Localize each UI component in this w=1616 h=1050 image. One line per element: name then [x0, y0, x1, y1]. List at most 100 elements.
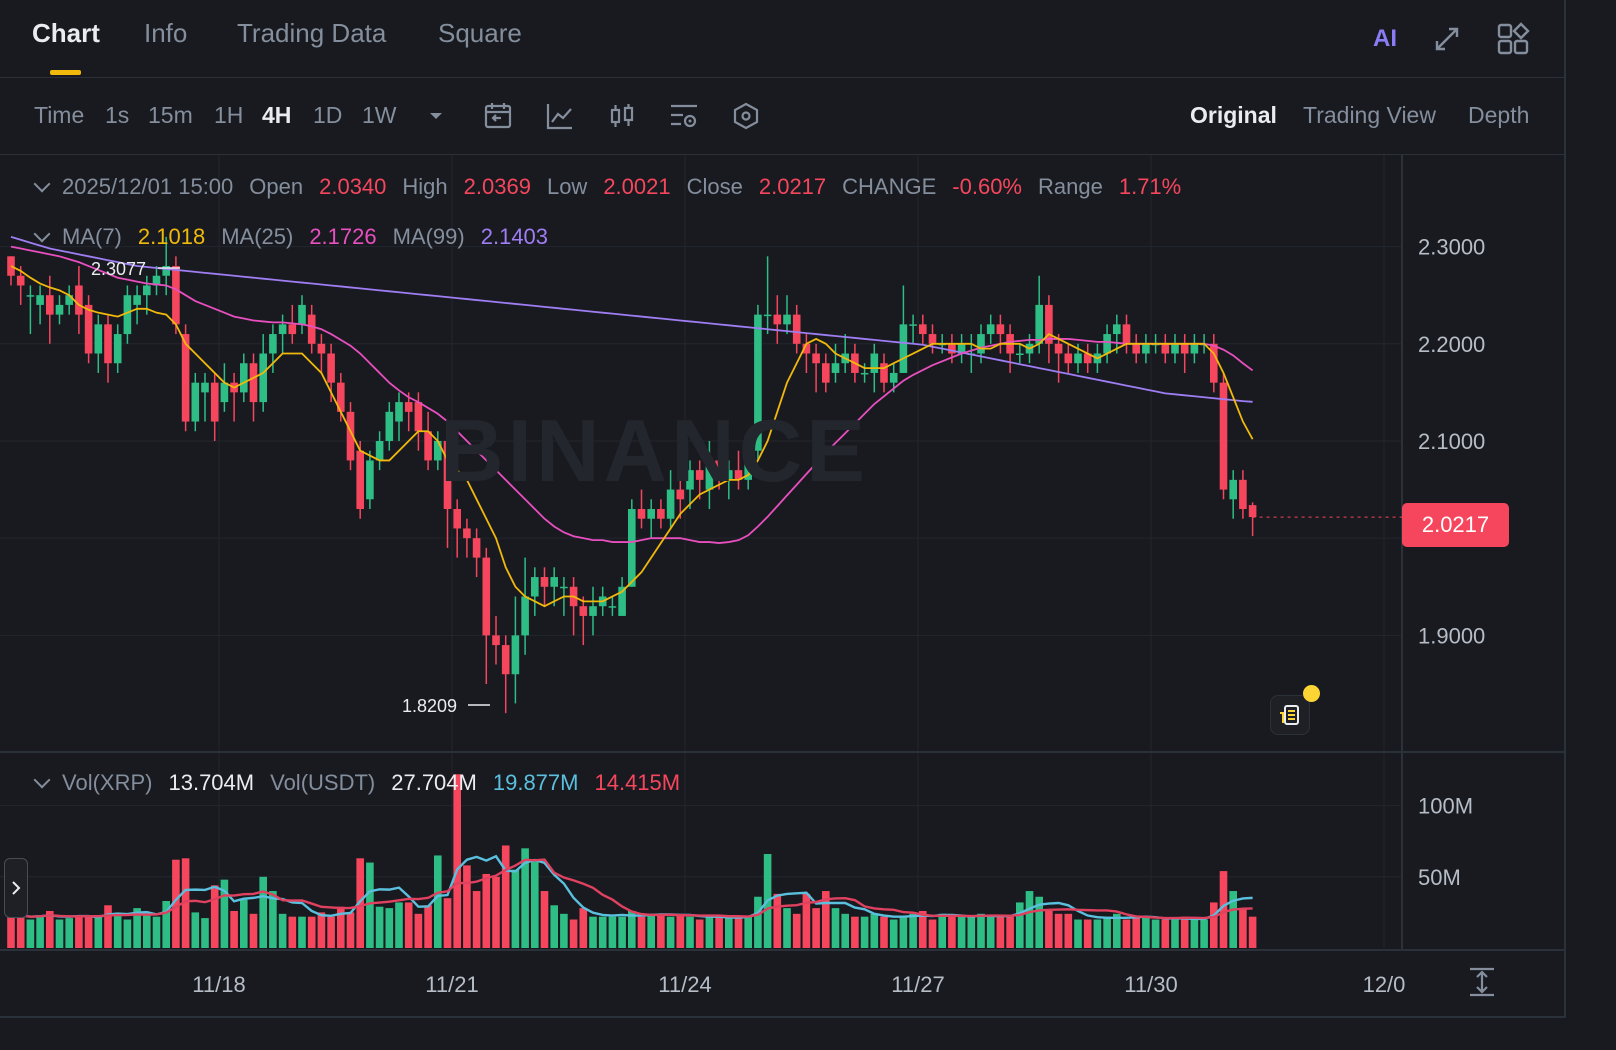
ai-icon[interactable]: AI — [1366, 20, 1404, 58]
collapse-chevron-icon[interactable] — [33, 175, 51, 193]
tab-trading-data[interactable]: Trading Data — [237, 18, 387, 48]
indicator-icon[interactable] — [542, 98, 578, 134]
volume-bar — [1151, 919, 1160, 948]
candlestick-chart[interactable]: 2.30002.20002.10002.00001.9000100M50M11/… — [0, 155, 1566, 1017]
volume-bar — [1103, 916, 1111, 948]
volume-bar — [385, 908, 394, 948]
volume-bar — [1064, 913, 1073, 948]
candle-body — [191, 382, 200, 422]
settings-icon[interactable] — [666, 98, 702, 134]
tab-square[interactable]: Square — [438, 18, 522, 48]
volume-bar — [346, 912, 355, 948]
volume-tick-label: 50M — [1418, 865, 1461, 890]
hexagon-icon[interactable] — [728, 98, 764, 134]
timeframe-15m[interactable]: 15m — [148, 102, 193, 128]
volume-bar — [337, 906, 345, 948]
ma-collapse-chevron-icon[interactable] — [33, 225, 51, 243]
candle-body — [977, 334, 985, 354]
view-depth[interactable]: Depth — [1468, 102, 1530, 128]
volume-bar — [754, 896, 762, 948]
notes-icon — [1280, 705, 1299, 725]
volume-bar — [899, 916, 908, 948]
close-value: 2.0217 — [758, 174, 827, 199]
volume-bar — [327, 916, 335, 948]
volume-bar — [841, 913, 849, 948]
vol-collapse-chevron-icon[interactable] — [33, 771, 51, 789]
chart-toolbar: Time 1s 15m 1H 4H 1D 1W — [0, 78, 1566, 155]
date-range-icon[interactable] — [480, 98, 516, 134]
volume-bar — [210, 885, 219, 948]
timeframe-1s[interactable]: 1s — [105, 102, 130, 128]
candle-body — [375, 440, 384, 461]
ma-info-row: MA(7) 2.1018 MA(25) 2.1726 MA(99) 2.1403 — [32, 224, 564, 250]
volume-bar — [414, 913, 423, 948]
candle-body — [317, 343, 326, 354]
tab-chart[interactable]: Chart — [32, 18, 100, 48]
volume-bar — [1113, 913, 1121, 948]
candle-body — [986, 324, 995, 335]
candle-body — [870, 353, 879, 373]
tab-info[interactable]: Info — [144, 18, 188, 48]
candle-body — [560, 586, 568, 589]
volume-bar — [1122, 919, 1131, 948]
volume-bar — [919, 910, 927, 948]
timeframe-4h[interactable]: 4H — [262, 102, 292, 128]
candle-body — [1248, 505, 1257, 518]
volume-bar — [240, 899, 248, 948]
volume-bar — [822, 891, 830, 948]
timeframe-time[interactable]: Time — [34, 102, 85, 128]
volume-bar — [16, 916, 25, 948]
volume-bar — [143, 913, 151, 948]
volume-ma-line — [10, 854, 1253, 921]
grid-layout-icon[interactable] — [1494, 20, 1532, 58]
candle-body — [550, 577, 558, 587]
current-price-tag: 2.0217 — [1402, 503, 1509, 547]
candle-body — [909, 324, 917, 326]
candle-body — [240, 363, 248, 393]
view-trading-view[interactable]: Trading View — [1303, 102, 1436, 128]
candle-body — [298, 304, 306, 325]
candle-body — [996, 324, 1005, 335]
volume-bar — [783, 908, 791, 948]
volume-bar — [1074, 919, 1082, 948]
volume-bar — [598, 916, 607, 948]
volume-bar — [75, 916, 83, 948]
more-timeframes-chevron-icon[interactable] — [418, 98, 454, 134]
candle-body — [521, 596, 529, 636]
price-tick-label: 2.3000 — [1418, 235, 1485, 260]
candle-body — [201, 382, 209, 393]
candle-body — [618, 586, 626, 616]
volume-bar — [1045, 910, 1053, 948]
candle-body — [443, 440, 452, 510]
candle-body — [94, 324, 103, 354]
volume-bar — [443, 898, 452, 948]
volume-bar — [560, 913, 568, 948]
volume-bar — [259, 876, 267, 948]
sidebar-toggle-handle[interactable] — [4, 858, 28, 918]
candle-body — [540, 577, 549, 587]
ma7-value: 2.1018 — [137, 224, 206, 249]
volume-bar — [201, 918, 209, 948]
high-value: 2.0369 — [463, 174, 531, 199]
candle-body — [404, 402, 413, 412]
volume-bar — [579, 908, 588, 948]
candle-body — [695, 470, 704, 480]
volume-bar — [1210, 902, 1218, 948]
candle-body — [327, 353, 335, 383]
change-label: CHANGE — [842, 174, 937, 199]
volume-bar — [55, 919, 64, 948]
candle-type-icon[interactable] — [604, 98, 640, 134]
time-tick-label: 11/21 — [425, 972, 478, 997]
candle-body — [482, 557, 491, 636]
timeframe-1d[interactable]: 1D — [313, 102, 343, 128]
fit-axis-icon[interactable] — [1466, 966, 1498, 998]
volume-bar — [957, 916, 966, 948]
notes-button[interactable] — [1270, 695, 1310, 735]
view-original[interactable]: Original — [1190, 102, 1277, 128]
timeframe-1w[interactable]: 1W — [362, 102, 397, 128]
volume-bar — [1142, 916, 1150, 948]
volume-bar — [773, 893, 782, 948]
candle-body — [366, 460, 374, 500]
timeframe-1h[interactable]: 1H — [214, 102, 244, 128]
expand-icon[interactable] — [1428, 20, 1466, 58]
